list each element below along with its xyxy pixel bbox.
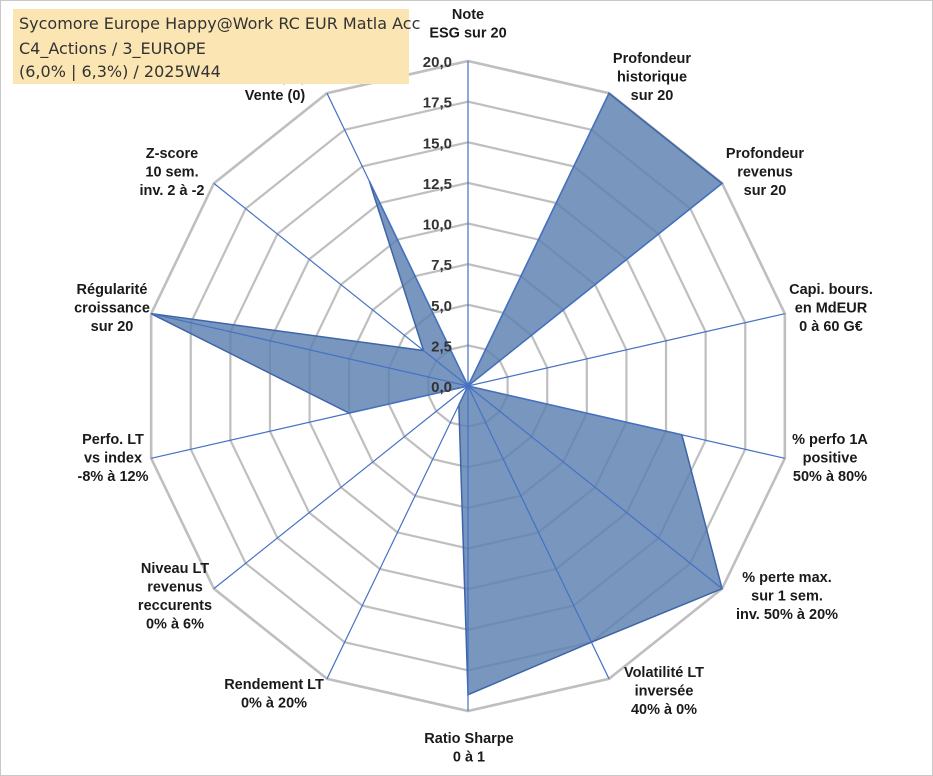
axis-spoke — [467, 313, 785, 387]
tick-label: 17,5 — [423, 95, 452, 112]
axis-label: Profondeur revenus sur 20 — [726, 146, 804, 199]
axis-spoke — [467, 385, 723, 590]
axis-labels: Note ESG sur 20 Profondeur historique sur 20… — [74, 7, 873, 766]
tick-label: 12,5 — [423, 176, 452, 193]
axis-label: Z-score 10 sem. inv. 2 à -2 — [139, 146, 204, 199]
fund-title-box: Sycomore Europe Happy@Work RC EUR Matla … — [13, 9, 420, 84]
axis-label: Profondeur historique sur 20 — [613, 51, 691, 104]
axis-spoke — [151, 385, 469, 459]
axis-label: Capi. bours. en MdEUR 0 à 60 G€ — [789, 282, 873, 335]
axis-label: Ratio Sharpe 0 à 1 — [424, 731, 513, 766]
fund-category: C4_Actions / 3_EUROPE — [19, 39, 206, 58]
axis-spoke — [467, 182, 723, 387]
axis-spoke — [467, 92, 610, 387]
tick-label: 7,5 — [431, 257, 452, 274]
axis-spoke — [151, 313, 469, 387]
tick-label: 5,0 — [431, 298, 452, 315]
axis-label: Niveau LT revenus reccurents 0% à 6% — [138, 561, 212, 633]
axis-label: Rendement LT 0% à 20% — [224, 677, 324, 712]
tick-label: 0,0 — [431, 379, 452, 396]
fund-performance-week: (6,0% | 6,3%) / 2025W44 — [19, 62, 221, 81]
axis-label: Régularité croissance sur 20 — [74, 282, 150, 335]
tick-label: 2,5 — [431, 338, 452, 355]
axis-label: Volatilité LT inversée 40% à 0% — [624, 665, 704, 718]
axis-spoke — [213, 385, 469, 590]
axis-spoke — [467, 385, 785, 459]
tick-label: 15,0 — [423, 135, 452, 152]
axis-label: Note ESG sur 20 — [429, 7, 506, 42]
tick-label: 20,0 — [423, 54, 452, 71]
radar-spokes — [151, 61, 785, 711]
axis-label: % perte max. sur 1 sem. inv. 50% à 20% — [736, 570, 838, 623]
axis-spoke — [467, 385, 610, 680]
tick-label: 10,0 — [423, 217, 452, 234]
axis-label: Perfo. LT vs index -8% à 12% — [78, 432, 149, 485]
radial-tick-labels: 0,0 2,5 5,0 7,5 10,0 12,5 15,0 17,5 20,0 — [423, 54, 452, 396]
axis-spoke — [326, 92, 469, 387]
fund-name: Sycomore Europe Happy@Work RC EUR Matla … — [19, 14, 421, 33]
axis-spoke — [213, 182, 469, 387]
axis-spoke — [326, 385, 469, 680]
axis-label: % perfo 1A positive 50% à 80% — [792, 432, 868, 485]
